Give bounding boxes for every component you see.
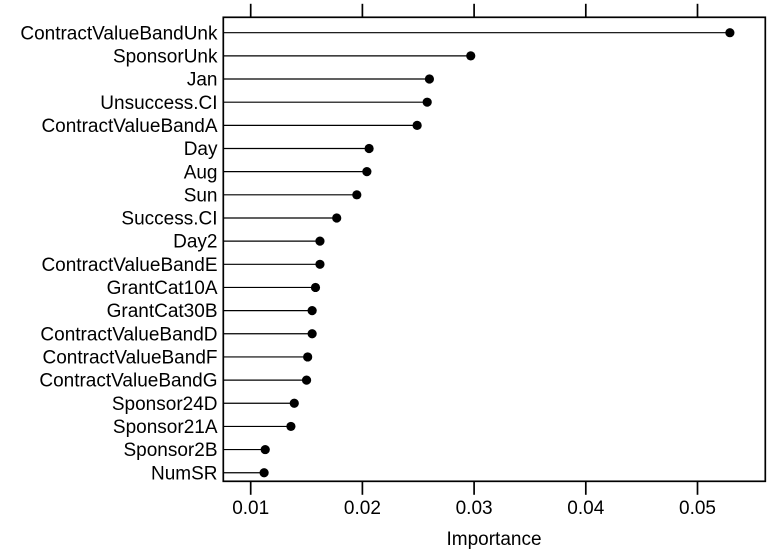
row-label: Sun xyxy=(184,185,218,206)
data-point xyxy=(307,329,317,339)
data-point xyxy=(289,398,299,408)
data-point xyxy=(332,213,342,223)
row-label: ContractValueBandA xyxy=(41,116,217,137)
x-tick-label: 0.01 xyxy=(232,498,269,519)
x-tick-label: 0.05 xyxy=(679,498,716,519)
row-label: Day2 xyxy=(173,232,217,253)
row-label: ContractValueBandE xyxy=(41,255,217,276)
row-label: Success.CI xyxy=(121,209,217,230)
row-label: GrantCat30B xyxy=(107,301,218,322)
row-label: Sponsor24D xyxy=(112,394,218,415)
data-point xyxy=(725,28,735,38)
data-point xyxy=(412,120,422,130)
data-point xyxy=(315,259,325,269)
x-axis-label: Importance xyxy=(446,529,541,550)
data-point xyxy=(364,143,374,154)
row-label: ContractValueBandUnk xyxy=(20,23,218,44)
x-tick-label: 0.02 xyxy=(344,498,381,519)
row-label: ContractValueBandG xyxy=(39,371,217,392)
data-point xyxy=(303,352,313,362)
row-label: ContractValueBandF xyxy=(43,348,218,369)
row-label: SponsorUnk xyxy=(113,46,218,67)
data-point xyxy=(424,74,435,84)
data-point xyxy=(259,468,269,478)
data-point xyxy=(307,306,317,316)
data-point xyxy=(362,167,372,177)
x-tick-label: 0.04 xyxy=(567,498,604,519)
data-point xyxy=(286,421,296,432)
data-point xyxy=(310,282,321,293)
x-tick-label: 0.03 xyxy=(456,498,493,519)
row-label: Sponsor2B xyxy=(123,440,217,461)
row-label: Jan xyxy=(187,70,218,91)
row-label: Day xyxy=(184,139,218,160)
data-point xyxy=(422,97,432,107)
data-point xyxy=(315,236,325,246)
plot-frame xyxy=(222,16,767,483)
row-label: ContractValueBandD xyxy=(40,324,217,345)
row-label: Unsuccess.CI xyxy=(100,93,217,114)
data-point xyxy=(352,190,362,200)
data-point xyxy=(301,375,312,385)
data-point xyxy=(260,444,270,455)
row-label: Aug xyxy=(184,162,218,183)
row-label: GrantCat10A xyxy=(107,278,218,299)
row-label: NumSR xyxy=(151,463,218,484)
data-point xyxy=(466,51,476,61)
row-label: Sponsor21A xyxy=(113,417,218,438)
